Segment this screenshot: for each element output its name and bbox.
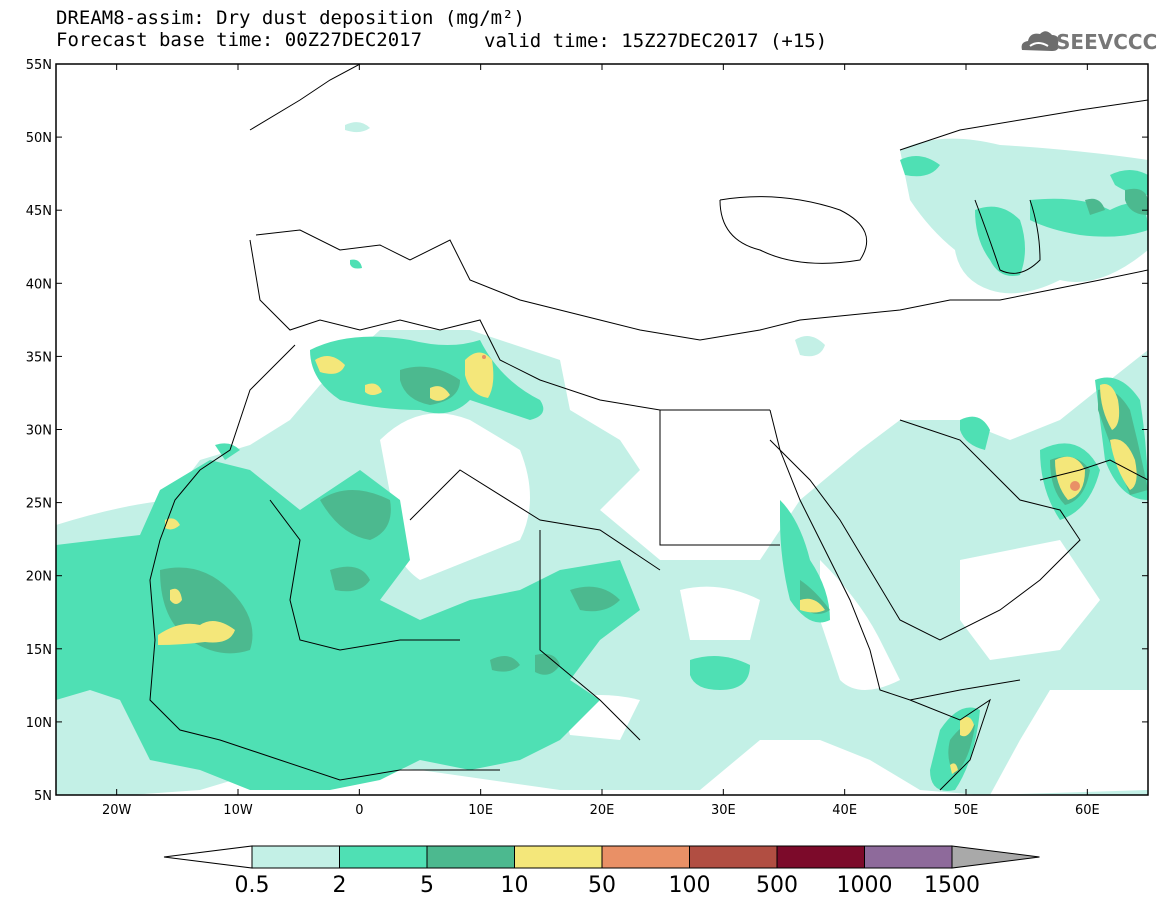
longitude-label: 60E — [1075, 803, 1100, 818]
colorbar-level-label: 50 — [588, 873, 616, 898]
colorbar-labels: 0.5 2 5 10 50 100 500 1000 1500 — [235, 873, 981, 898]
latitude-label: 15N — [26, 643, 52, 658]
colorbar-level-label: 1500 — [924, 873, 980, 898]
seevccc-cloud-logo-icon — [1021, 31, 1059, 51]
latitude-label: 40N — [26, 277, 52, 292]
latitude-label: 5N — [34, 789, 52, 804]
longitude-labels: 20W 10W 0 10E 20E 30E 40E 50E 60E — [102, 803, 1100, 818]
longitude-label: 20E — [590, 803, 615, 818]
longitude-label: 40E — [832, 803, 857, 818]
seevccc-logo-text: SEEVCCC — [1056, 30, 1158, 54]
colorbar-swatch — [339, 845, 428, 869]
colorbar-below-triangle — [163, 845, 253, 869]
longitude-label: 30E — [711, 803, 736, 818]
colorbar-swatch — [864, 845, 953, 869]
colorbar-above-triangle — [951, 845, 1040, 869]
colorbar-swatch — [689, 845, 778, 869]
colorbar-swatch — [514, 845, 603, 869]
longitude-label: 50E — [954, 803, 979, 818]
latitude-label: 50N — [26, 131, 52, 146]
colorbar-level-label: 5 — [420, 873, 434, 898]
colorbar-level-label: 10 — [501, 873, 529, 898]
colorbar-swatch — [426, 845, 515, 869]
latitude-label: 10N — [26, 716, 52, 731]
forecast-base-time: Forecast base time: 00Z27DEC2017 — [56, 29, 423, 51]
latitude-label: 55N — [26, 58, 52, 73]
latitude-label: 35N — [26, 350, 52, 365]
colorbar-level-label: 1000 — [837, 873, 893, 898]
colorbar-level-label: 100 — [669, 873, 711, 898]
colorbar-level-label: 500 — [756, 873, 798, 898]
longitude-label: 20W — [102, 803, 132, 818]
longitude-label: 10E — [468, 803, 493, 818]
latitude-label: 25N — [26, 497, 52, 512]
valid-time: valid time: 15Z27DEC2017 (+15) — [484, 30, 828, 52]
colorbar — [163, 845, 1040, 869]
longitude-label: 10W — [223, 803, 253, 818]
colorbar-level-label: 2 — [333, 873, 347, 898]
colorbar-swatch — [601, 845, 690, 869]
colorbar-level-label: 0.5 — [235, 873, 270, 898]
colorbar-swatch — [251, 845, 340, 869]
axis-ticks — [56, 63, 1148, 796]
latitude-label: 45N — [26, 204, 52, 219]
coastlines-and-borders — [149, 64, 1148, 791]
latitude-labels: 55N 50N 45N 40N 35N 30N 25N 20N 15N 10N 5N — [26, 58, 52, 804]
colorbar-swatch — [776, 845, 865, 869]
latitude-label: 30N — [26, 424, 52, 439]
longitude-label: 0 — [355, 803, 363, 818]
map-title: DREAM8-assim: Dry dust deposition (mg/m²… — [56, 7, 525, 29]
latitude-label: 20N — [26, 570, 52, 585]
dust-field — [56, 122, 1148, 795]
